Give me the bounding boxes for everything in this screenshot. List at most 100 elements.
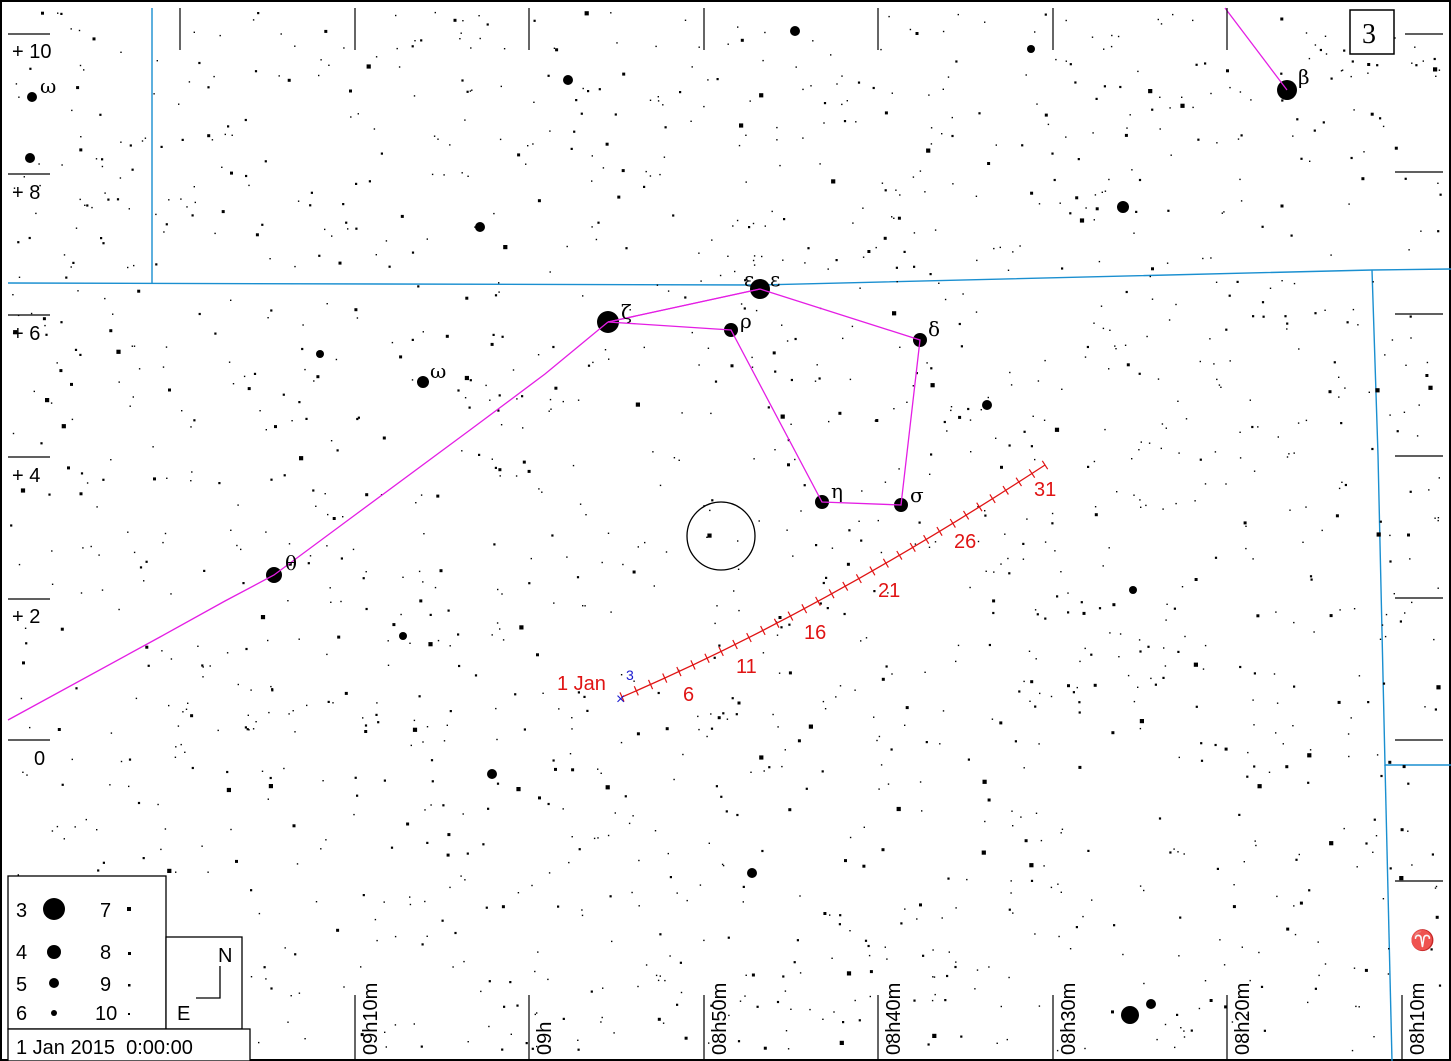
background-star — [284, 947, 286, 949]
background-star — [947, 877, 950, 880]
background-star — [1410, 337, 1412, 339]
background-star — [547, 978, 549, 981]
background-star — [1434, 708, 1437, 711]
background-star — [274, 425, 277, 429]
background-star — [1000, 465, 1003, 469]
background-star — [584, 605, 586, 607]
background-star — [23, 176, 25, 178]
background-star — [270, 309, 273, 312]
background-star — [129, 144, 132, 147]
background-star — [24, 627, 27, 629]
background-star — [1229, 360, 1231, 362]
background-star — [1199, 360, 1201, 363]
background-star — [873, 716, 875, 718]
background-star — [459, 38, 461, 40]
background-star — [498, 282, 500, 284]
background-star — [75, 227, 78, 229]
background-star — [357, 416, 360, 419]
background-star — [1103, 85, 1106, 88]
background-star — [942, 710, 945, 712]
background-star — [1399, 876, 1404, 881]
background-star — [1109, 632, 1111, 634]
background-star — [1350, 717, 1352, 719]
track-tick — [815, 596, 821, 606]
background-star — [1122, 953, 1124, 956]
background-star — [164, 828, 167, 830]
background-star — [1341, 481, 1343, 483]
background-star — [960, 1035, 963, 1038]
background-star — [1367, 701, 1370, 704]
background-star — [1400, 828, 1404, 832]
background-star — [867, 250, 871, 253]
background-star — [1296, 118, 1299, 121]
background-star — [1298, 853, 1300, 856]
background-star — [240, 548, 242, 551]
background-star — [161, 650, 163, 652]
background-star — [70, 266, 72, 268]
background-star — [722, 712, 725, 715]
background-star — [1179, 916, 1182, 919]
background-star — [934, 541, 937, 543]
background-star — [1151, 108, 1154, 111]
background-star — [261, 770, 264, 772]
background-star — [271, 689, 274, 692]
background-star — [557, 905, 560, 908]
background-star — [924, 191, 926, 193]
background-star — [816, 364, 818, 366]
background-star — [1150, 677, 1152, 680]
background-star — [1239, 665, 1242, 669]
background-star — [373, 128, 376, 130]
background-star — [1438, 477, 1440, 479]
background-star — [523, 728, 526, 731]
background-star — [958, 322, 961, 326]
background-star — [197, 645, 199, 647]
background-star — [1138, 449, 1140, 451]
background-star — [861, 490, 863, 492]
background-star — [592, 361, 594, 364]
background-star — [566, 245, 568, 248]
background-star — [1011, 810, 1013, 812]
background-star — [494, 466, 497, 469]
background-star — [1065, 136, 1067, 138]
background-star — [531, 1047, 534, 1050]
track-start-marker: 3 — [626, 667, 634, 683]
background-star — [250, 689, 252, 691]
background-star — [780, 414, 785, 419]
background-star — [1329, 614, 1333, 618]
background-star — [1389, 534, 1391, 537]
background-star — [862, 207, 864, 209]
background-star — [343, 47, 345, 49]
background-star — [781, 324, 783, 326]
background-star — [214, 332, 217, 335]
dec-label: + 8 — [12, 182, 40, 204]
background-star — [527, 145, 529, 147]
background-star — [708, 1042, 710, 1044]
background-star — [437, 138, 439, 140]
background-star — [1018, 690, 1021, 693]
background-star — [1095, 207, 1099, 211]
background-star — [926, 148, 931, 153]
background-star — [1253, 672, 1256, 675]
background-star — [1250, 99, 1252, 101]
background-star — [657, 96, 659, 98]
background-star — [782, 259, 784, 261]
background-star — [1368, 391, 1370, 393]
background-star — [25, 642, 28, 645]
background-star — [1035, 812, 1038, 814]
background-star — [74, 348, 78, 351]
background-star — [1299, 901, 1303, 905]
background-star — [1075, 196, 1079, 200]
background-star — [1156, 1038, 1158, 1041]
background-star — [552, 759, 555, 762]
background-star — [246, 728, 249, 731]
background-star — [60, 12, 63, 15]
background-star — [426, 726, 429, 728]
legend-dot — [128, 984, 131, 987]
background-star — [577, 399, 580, 401]
background-star — [331, 235, 333, 237]
background-star — [202, 676, 204, 678]
background-star — [726, 718, 729, 720]
background-star — [1352, 308, 1355, 311]
background-star — [1437, 519, 1439, 522]
background-star — [267, 317, 269, 319]
